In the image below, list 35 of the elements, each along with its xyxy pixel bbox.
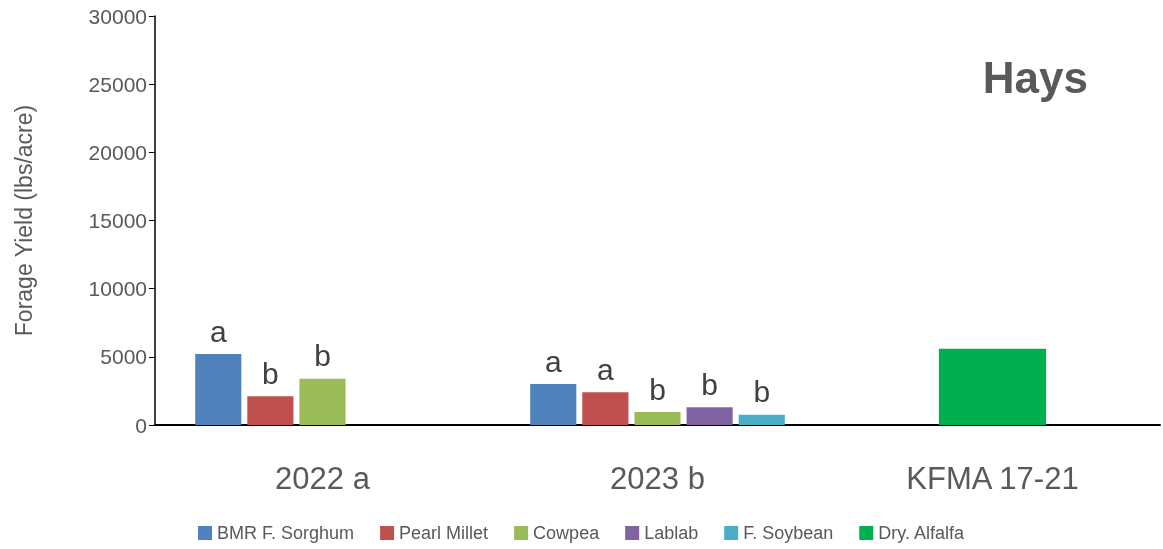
data-label: b (701, 367, 718, 401)
x-tick-label: KFMA 17-21 (906, 461, 1079, 496)
text: Hays (982, 52, 1088, 102)
bar (247, 396, 294, 425)
x-tick-label: 2023 b (610, 461, 705, 496)
legend-label: Lablab (644, 523, 699, 543)
y-axis-title: Forage Yield (lbs/acre) (10, 104, 37, 337)
y-tick-label: 30000 (88, 4, 147, 28)
legend-label: BMR F. Sorghum (217, 523, 355, 543)
bar (686, 407, 733, 425)
bar (634, 412, 681, 425)
y-tick-label: 5000 (100, 345, 147, 369)
legend-label: Dry. Alfalfa (878, 523, 965, 543)
data-label: b (649, 372, 666, 406)
bar (195, 354, 242, 425)
y-tick-label: 25000 (88, 72, 147, 96)
y-tick-label: 15000 (88, 209, 147, 232)
bar (299, 378, 346, 425)
x-tick-label: 2022 a (275, 461, 371, 496)
data-label: a (209, 314, 227, 348)
y-tick-label: 20000 (88, 140, 147, 164)
bar (582, 392, 629, 425)
legend-label: Cowpea (533, 523, 601, 543)
bar (938, 348, 1047, 425)
data-label: b (262, 356, 279, 390)
bar (530, 384, 577, 425)
bar (738, 414, 785, 425)
data-label: a (597, 352, 615, 386)
data-label: a (544, 344, 562, 378)
data-label: b (314, 339, 331, 373)
data-label: b (753, 375, 771, 409)
y-tick-label: 10000 (88, 277, 147, 301)
y-tick-label: 0 (135, 413, 147, 437)
legend-label: Pearl Millet (399, 523, 489, 543)
legend-label: F. Soybean (743, 523, 834, 543)
